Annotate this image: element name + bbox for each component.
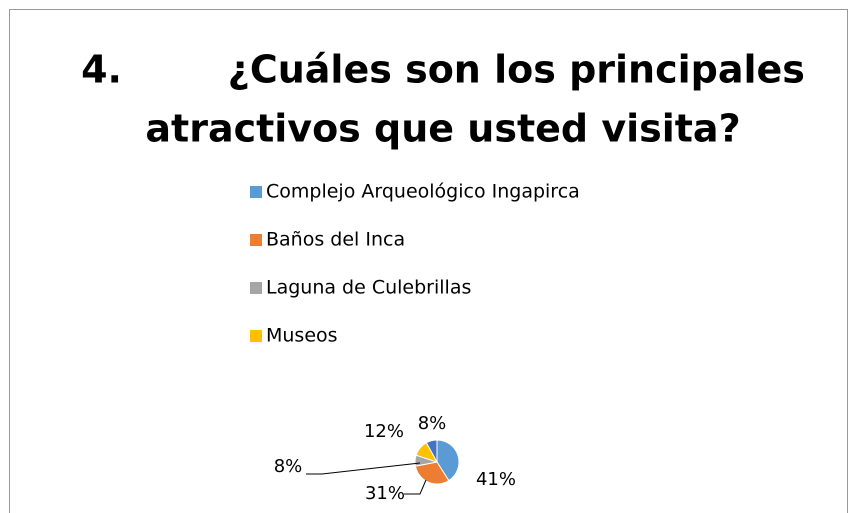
pie-slice (414, 461, 450, 485)
data-label: 8% (274, 456, 303, 477)
data-label: 8% (418, 413, 447, 434)
legend-label: Laguna de Culebrillas (266, 277, 471, 299)
legend-swatch (250, 330, 262, 342)
leader-line (404, 479, 427, 495)
legend-label: Complejo Arqueológico Ingapirca (266, 181, 580, 203)
chart-title: atractivos que usted visita? (145, 107, 740, 151)
pie-slice (425, 439, 438, 463)
legend-swatch (250, 234, 262, 246)
data-label: 41% (476, 469, 516, 490)
chart-frame (9, 9, 848, 513)
chart-title: 4. ¿Cuáles son los principales (81, 48, 805, 92)
data-label: 12% (364, 421, 404, 442)
legend-swatch (250, 186, 262, 198)
legend-swatch (250, 282, 262, 294)
legend-label: Museos (266, 325, 338, 347)
leader-line (306, 462, 421, 475)
legend-label: Baños del Inca (266, 229, 405, 251)
data-label: 31% (365, 483, 405, 504)
